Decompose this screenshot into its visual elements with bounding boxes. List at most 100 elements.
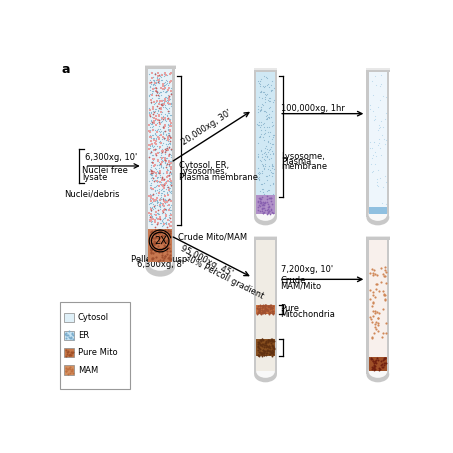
Point [159, 200, 167, 207]
Point [257, 87, 265, 94]
Point [164, 178, 172, 185]
Point [146, 170, 154, 178]
Point [147, 172, 154, 179]
Point [167, 189, 174, 197]
Point [268, 335, 275, 342]
Point [153, 88, 160, 95]
Point [148, 207, 155, 214]
Point [265, 337, 272, 345]
Point [381, 135, 388, 142]
Point [155, 234, 163, 241]
Point [160, 135, 168, 143]
Point [158, 105, 165, 112]
Point [159, 207, 166, 215]
Point [382, 93, 390, 100]
Point [61, 331, 68, 338]
Point [264, 198, 271, 206]
Point [162, 71, 169, 78]
Point [160, 124, 167, 131]
Point [149, 107, 157, 114]
Point [259, 303, 266, 310]
Point [159, 253, 166, 260]
Point [151, 161, 158, 169]
Point [270, 149, 277, 157]
Point [164, 96, 171, 103]
Point [158, 223, 165, 230]
Point [63, 331, 70, 338]
Point [256, 132, 264, 139]
Point [156, 246, 163, 253]
Point [68, 330, 75, 337]
Point [379, 330, 386, 337]
Point [168, 90, 175, 97]
Point [269, 77, 276, 84]
Point [158, 110, 165, 117]
Point [147, 140, 154, 147]
Point [265, 149, 272, 156]
Point [150, 155, 157, 163]
Point [161, 243, 169, 250]
Point [155, 232, 163, 239]
Point [159, 185, 167, 192]
Point [167, 232, 174, 239]
Point [66, 363, 73, 371]
Point [261, 107, 269, 114]
Point [158, 182, 165, 189]
Point [154, 178, 162, 185]
Point [258, 351, 265, 358]
Point [368, 77, 376, 84]
Point [158, 101, 165, 108]
Point [145, 154, 153, 161]
Point [254, 169, 261, 177]
Point [265, 302, 272, 309]
Point [258, 185, 265, 193]
Point [256, 106, 264, 114]
Text: Cytosol: Cytosol [78, 313, 109, 322]
FancyBboxPatch shape [254, 236, 278, 240]
Point [154, 77, 162, 84]
Point [263, 150, 270, 158]
Point [262, 349, 269, 357]
Point [375, 140, 382, 147]
Point [148, 70, 155, 77]
Point [260, 201, 267, 208]
FancyBboxPatch shape [63, 366, 74, 375]
Point [155, 112, 163, 120]
Point [256, 308, 263, 315]
Point [267, 87, 274, 94]
Point [161, 188, 168, 195]
Point [262, 108, 270, 115]
Point [256, 308, 263, 315]
Point [264, 145, 271, 152]
Point [168, 218, 175, 226]
Point [167, 128, 174, 135]
Point [370, 362, 377, 370]
Point [147, 197, 154, 204]
Point [152, 213, 159, 220]
FancyBboxPatch shape [145, 65, 175, 266]
Point [380, 123, 387, 130]
Point [159, 181, 166, 188]
Ellipse shape [256, 365, 275, 378]
Point [157, 219, 164, 226]
Point [147, 217, 154, 224]
Point [162, 220, 169, 227]
Point [149, 126, 156, 133]
Point [262, 172, 269, 179]
Point [167, 96, 174, 103]
Point [381, 116, 389, 123]
Point [371, 330, 378, 337]
Point [263, 151, 270, 158]
Point [168, 211, 175, 218]
Point [149, 76, 156, 83]
Point [259, 308, 266, 316]
Point [154, 88, 161, 96]
Point [149, 140, 156, 147]
Point [153, 202, 160, 209]
Point [166, 227, 173, 235]
Point [266, 308, 274, 316]
Point [265, 346, 272, 353]
Point [257, 342, 264, 349]
Point [255, 164, 262, 171]
Point [371, 366, 379, 373]
